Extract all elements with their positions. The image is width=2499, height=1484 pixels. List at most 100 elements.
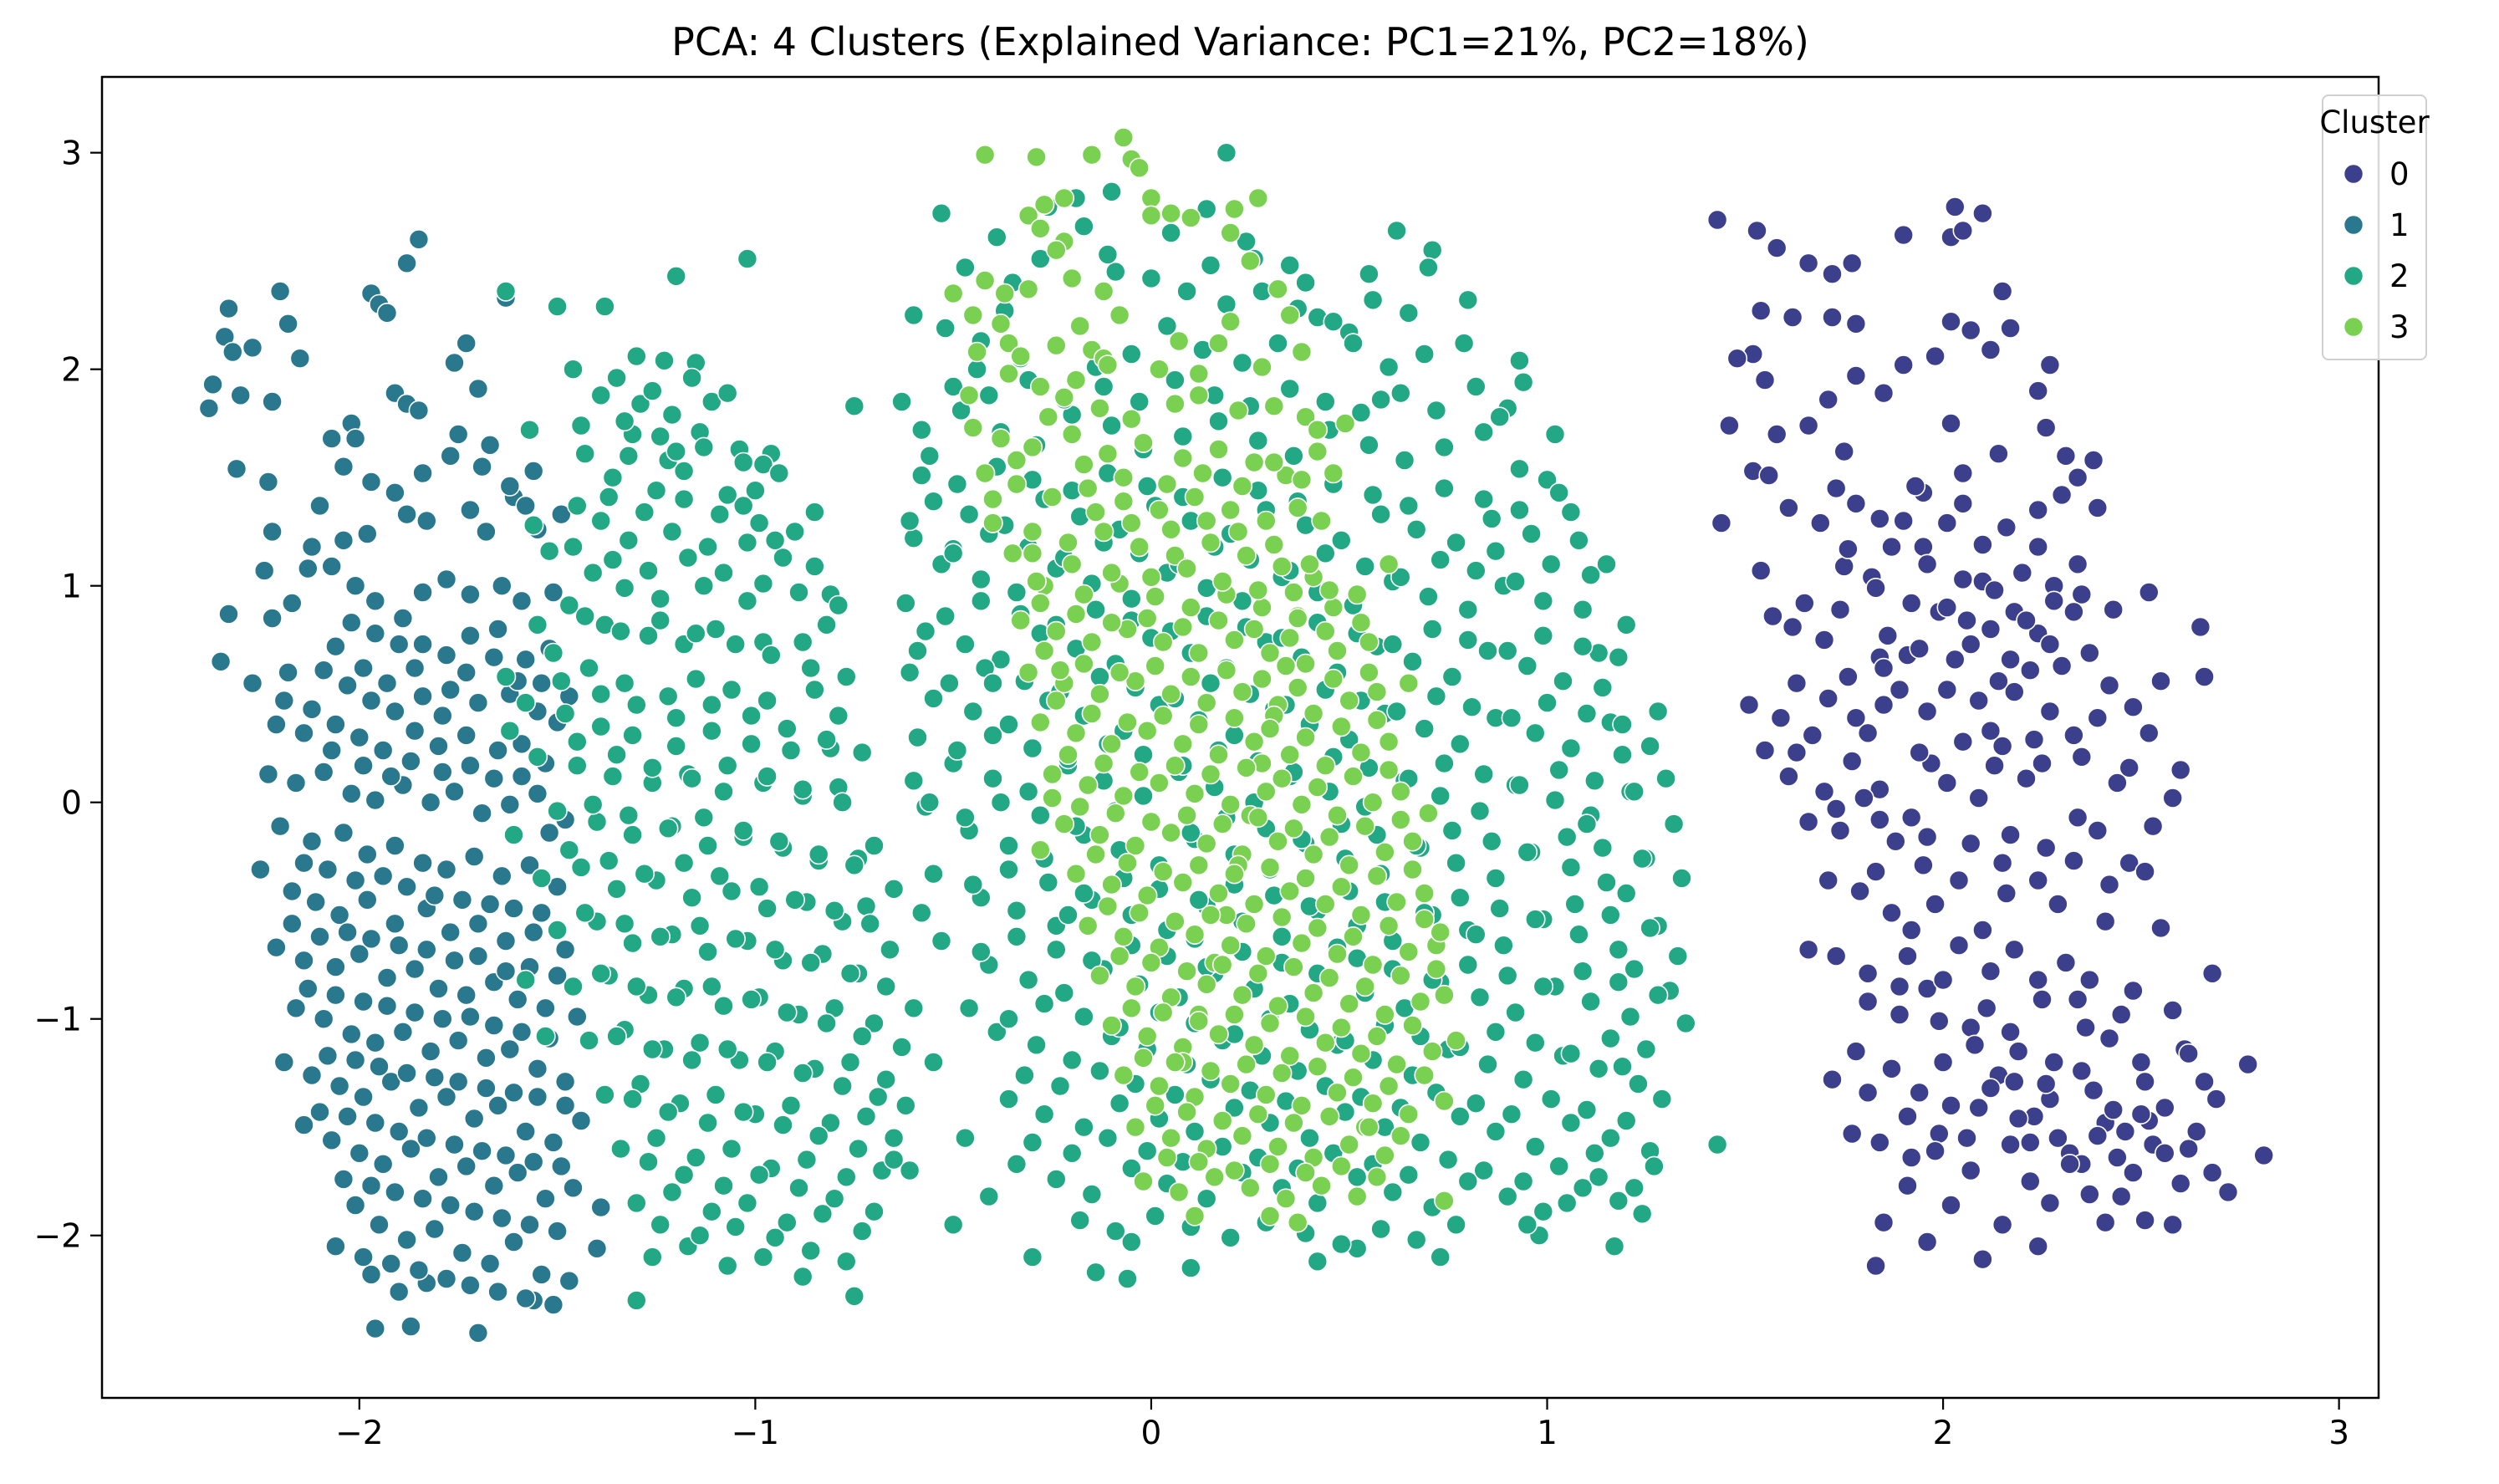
data-point bbox=[1291, 793, 1313, 815]
data-point bbox=[1259, 1012, 1281, 1034]
data-point bbox=[1065, 604, 1087, 625]
data-point bbox=[606, 744, 627, 766]
data-point bbox=[570, 1110, 592, 1131]
data-point bbox=[1339, 1134, 1359, 1155]
data-point bbox=[1220, 1073, 1241, 1094]
data-point bbox=[1121, 344, 1142, 365]
data-point bbox=[1275, 1188, 1297, 1209]
data-point bbox=[2063, 850, 2084, 871]
data-point bbox=[666, 707, 687, 729]
data-point bbox=[1101, 1015, 1122, 1036]
data-point bbox=[1220, 499, 1241, 521]
y-tick-label: −2 bbox=[34, 1218, 83, 1256]
data-point bbox=[1818, 389, 1839, 411]
data-point bbox=[1631, 1203, 1653, 1225]
data-point bbox=[380, 1253, 402, 1274]
data-point bbox=[1259, 1154, 1281, 1175]
data-point bbox=[222, 341, 243, 363]
data-point bbox=[1125, 835, 1146, 856]
data-point bbox=[1936, 513, 1958, 533]
data-point bbox=[1140, 187, 1162, 209]
data-point bbox=[2194, 666, 2215, 687]
data-point bbox=[998, 1089, 1019, 1109]
data-point bbox=[721, 679, 742, 701]
data-point bbox=[748, 876, 770, 897]
data-point bbox=[962, 417, 984, 438]
data-point bbox=[1074, 584, 1094, 605]
data-point bbox=[1489, 406, 1510, 428]
data-point bbox=[1822, 1068, 1843, 1090]
data-point bbox=[1307, 777, 1329, 798]
data-point bbox=[2190, 616, 2211, 638]
data-point bbox=[2119, 757, 2139, 778]
data-point bbox=[1331, 529, 1352, 551]
data-point bbox=[582, 562, 604, 584]
data-point bbox=[416, 939, 437, 961]
data-point bbox=[447, 1071, 469, 1093]
data-point bbox=[1101, 181, 1122, 202]
data-point bbox=[1200, 672, 1221, 694]
data-point bbox=[2055, 952, 2077, 973]
data-point bbox=[547, 876, 568, 897]
data-point bbox=[1770, 707, 1792, 729]
data-point bbox=[1466, 1093, 1487, 1114]
data-point bbox=[1022, 436, 1043, 458]
data-point bbox=[1675, 1012, 1696, 1034]
data-point bbox=[1466, 376, 1487, 397]
data-point bbox=[773, 547, 793, 569]
data-point bbox=[1386, 891, 1407, 913]
data-point bbox=[1081, 631, 1103, 653]
data-point bbox=[737, 1192, 758, 1214]
data-point bbox=[2071, 746, 2093, 767]
data-point bbox=[705, 1084, 727, 1105]
data-point bbox=[1295, 272, 1316, 293]
data-point bbox=[467, 913, 489, 935]
data-point bbox=[1156, 1147, 1178, 1168]
data-point bbox=[1798, 939, 1819, 961]
data-point bbox=[713, 562, 734, 584]
data-point bbox=[1188, 385, 1210, 406]
data-point bbox=[2107, 773, 2128, 793]
plot-frame bbox=[100, 75, 2380, 1400]
data-point bbox=[1509, 774, 1530, 796]
data-point bbox=[1093, 281, 1114, 302]
legend-marker bbox=[2343, 316, 2364, 338]
data-point bbox=[1960, 634, 1981, 655]
data-point bbox=[1972, 202, 1993, 224]
data-point bbox=[1988, 671, 2009, 692]
data-point bbox=[931, 202, 952, 224]
data-point bbox=[741, 705, 762, 727]
data-point bbox=[1354, 815, 1375, 837]
data-point bbox=[1450, 733, 1471, 755]
data-point bbox=[1457, 630, 1479, 650]
data-point bbox=[1283, 445, 1304, 467]
data-point bbox=[1572, 599, 1594, 620]
data-point bbox=[839, 963, 861, 984]
data-point bbox=[800, 952, 822, 973]
data-point bbox=[431, 762, 453, 783]
data-point bbox=[531, 1264, 553, 1285]
data-point bbox=[2110, 1004, 2132, 1025]
data-point bbox=[1916, 701, 1938, 722]
data-point bbox=[1900, 1147, 1922, 1168]
data-point bbox=[495, 666, 517, 687]
data-point bbox=[2063, 725, 2084, 746]
data-point bbox=[907, 640, 928, 661]
data-point bbox=[1113, 127, 1135, 148]
data-point bbox=[1446, 1214, 1466, 1236]
data-point bbox=[1097, 443, 1119, 465]
data-point bbox=[1252, 356, 1272, 378]
data-point bbox=[1303, 982, 1324, 1003]
data-point bbox=[645, 1127, 667, 1149]
data-point bbox=[1810, 513, 1831, 533]
data-point bbox=[1006, 450, 1028, 471]
data-point bbox=[344, 575, 366, 597]
data-point bbox=[1929, 1123, 1950, 1145]
data-point bbox=[1778, 497, 1799, 518]
data-point bbox=[2020, 1132, 2041, 1153]
data-point bbox=[1952, 220, 1974, 242]
data-point bbox=[1243, 619, 1265, 640]
data-point bbox=[1889, 1004, 1910, 1025]
data-point bbox=[974, 270, 996, 291]
data-point bbox=[1537, 692, 1558, 713]
